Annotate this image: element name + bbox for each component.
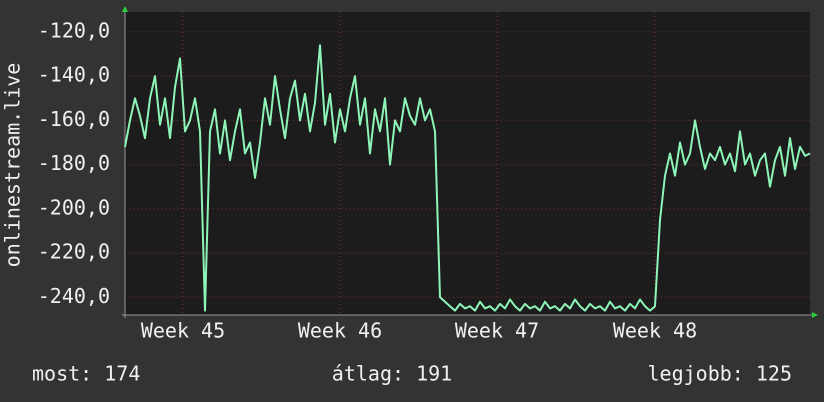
plot-area: [125, 12, 810, 315]
line-series: [124, 44, 811, 312]
x-tick-label: Week 45: [141, 319, 225, 343]
y-tick-label: -200,0: [38, 195, 110, 219]
y-tick-label: -240,0: [38, 284, 110, 308]
footer-stat: most: 174: [32, 362, 140, 386]
axis-arrow: [812, 312, 818, 318]
x-tick-label: Week 48: [613, 319, 697, 343]
y-tick-label: -140,0: [38, 63, 110, 87]
footer-stat: legjobb: 125: [648, 362, 793, 386]
y-tick-label: -180,0: [38, 151, 110, 175]
x-tick-label: Week 47: [455, 319, 539, 343]
y-tick-label: -160,0: [38, 107, 110, 131]
axis-arrow: [122, 6, 128, 12]
y-tick-label: -120,0: [38, 18, 110, 42]
footer-stat: átlag: 191: [332, 362, 452, 386]
y-tick-label: -220,0: [38, 240, 110, 264]
y-axis-label: onlinestream.live: [1, 63, 25, 268]
x-tick-label: Week 46: [298, 319, 382, 343]
